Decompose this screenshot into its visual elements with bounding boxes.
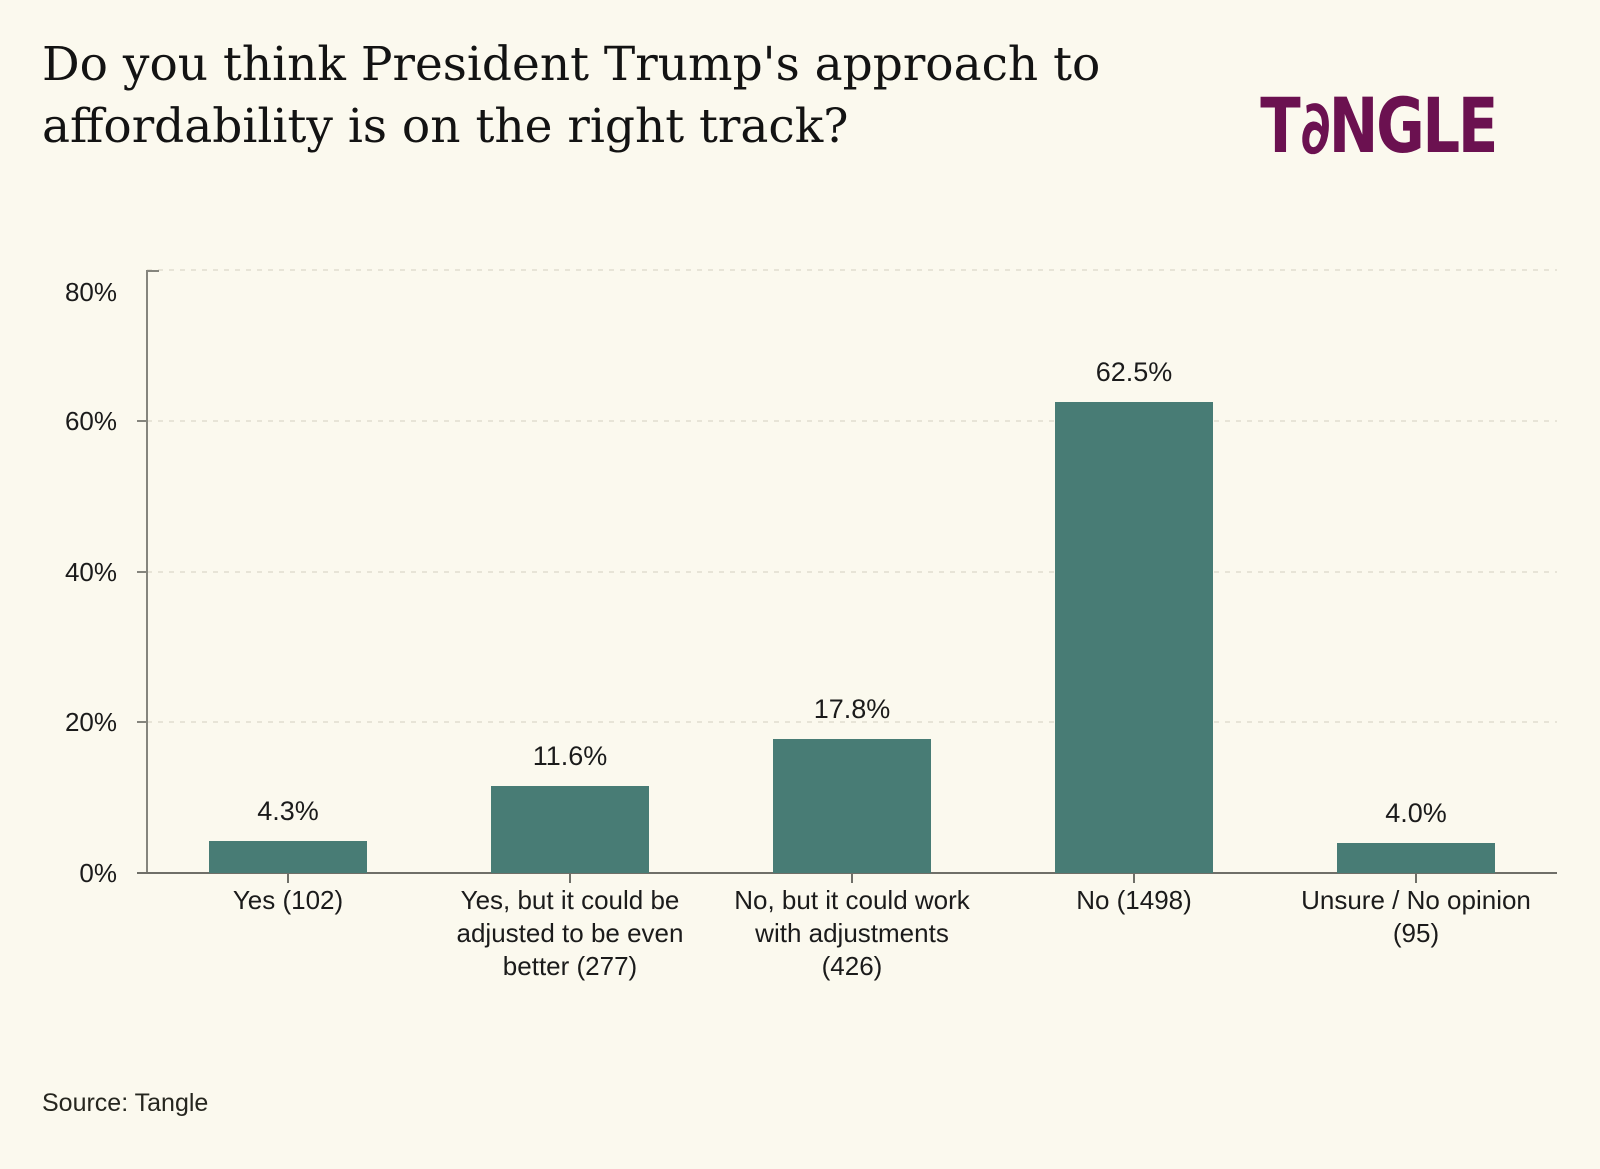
x-category-label-line: Yes (102) <box>232 885 344 915</box>
x-axis <box>137 872 1557 874</box>
x-category-label-line: (426) <box>821 951 883 981</box>
source-note: Source: Tangle <box>42 1089 209 1117</box>
bar-value-label: 62.5% <box>1095 356 1173 387</box>
y-axis <box>146 270 148 874</box>
y-axis-label: 0% <box>79 858 117 888</box>
y-tick-mark <box>137 721 147 724</box>
x-category-label: No (1498) <box>1004 884 1264 917</box>
bar-3 <box>1055 401 1213 873</box>
bar-4 <box>1337 842 1495 873</box>
tangle-logo: T ∂ NGLE <box>1260 81 1499 172</box>
x-category-label-line: adjusted to be even <box>456 918 684 948</box>
x-category-label: Yes, but it could be adjusted to be even b… <box>440 884 700 983</box>
x-category-label-line: No (1498) <box>1076 885 1192 915</box>
gridline-80% <box>147 269 1557 271</box>
y-axis-label: 40% <box>64 556 117 587</box>
x-category-label: Yes (102) <box>158 884 418 917</box>
logo-letters-ngle: NGLE <box>1328 81 1499 170</box>
y-axis-label: 80% <box>64 277 117 307</box>
y-axis-label: 20% <box>64 707 117 738</box>
bar-value-label: 4.3% <box>257 795 319 826</box>
x-tick-mark <box>569 874 571 883</box>
y-axis-top-cap <box>148 270 159 272</box>
page-title-line1: Do you think President Trump's approach … <box>42 37 1101 92</box>
gridline-60% <box>147 419 1557 422</box>
bar-1 <box>491 785 649 873</box>
gridline-40% <box>147 570 1557 573</box>
bar-value-label: 4.0% <box>1385 797 1447 828</box>
bar-2 <box>773 738 931 873</box>
x-category-label-line: better (277) <box>502 951 638 981</box>
x-tick-mark <box>851 874 853 883</box>
y-axis-label: 60% <box>64 405 117 436</box>
y-tick-mark <box>137 419 147 422</box>
x-tick-mark <box>1415 874 1417 883</box>
x-tick-mark <box>287 874 289 883</box>
x-tick-mark <box>1133 874 1135 883</box>
x-category-label-line: No, but it could work <box>734 885 970 915</box>
x-category-label: Unsure / No opinion (95) <box>1286 884 1546 950</box>
bar-value-label: 17.8% <box>813 693 891 724</box>
x-category-label-line: Yes, but it could be <box>460 885 680 915</box>
logo-letter-t: T <box>1260 81 1300 170</box>
x-category-label-line: Unsure / No opinion <box>1301 885 1531 915</box>
bar-0 <box>209 840 367 873</box>
x-category-label-line: (95) <box>1392 918 1440 948</box>
x-category-label: No, but it could work with adjustments (42… <box>722 884 982 983</box>
x-category-label-line: with adjustments <box>755 918 949 948</box>
page-title-line2: affordability is on the right track? <box>42 99 849 154</box>
bar-value-label: 11.6% <box>532 740 608 771</box>
page-title: Do you think President Trump's approach … <box>42 34 1172 158</box>
y-tick-mark <box>137 570 147 573</box>
gridline-20% <box>147 721 1557 724</box>
